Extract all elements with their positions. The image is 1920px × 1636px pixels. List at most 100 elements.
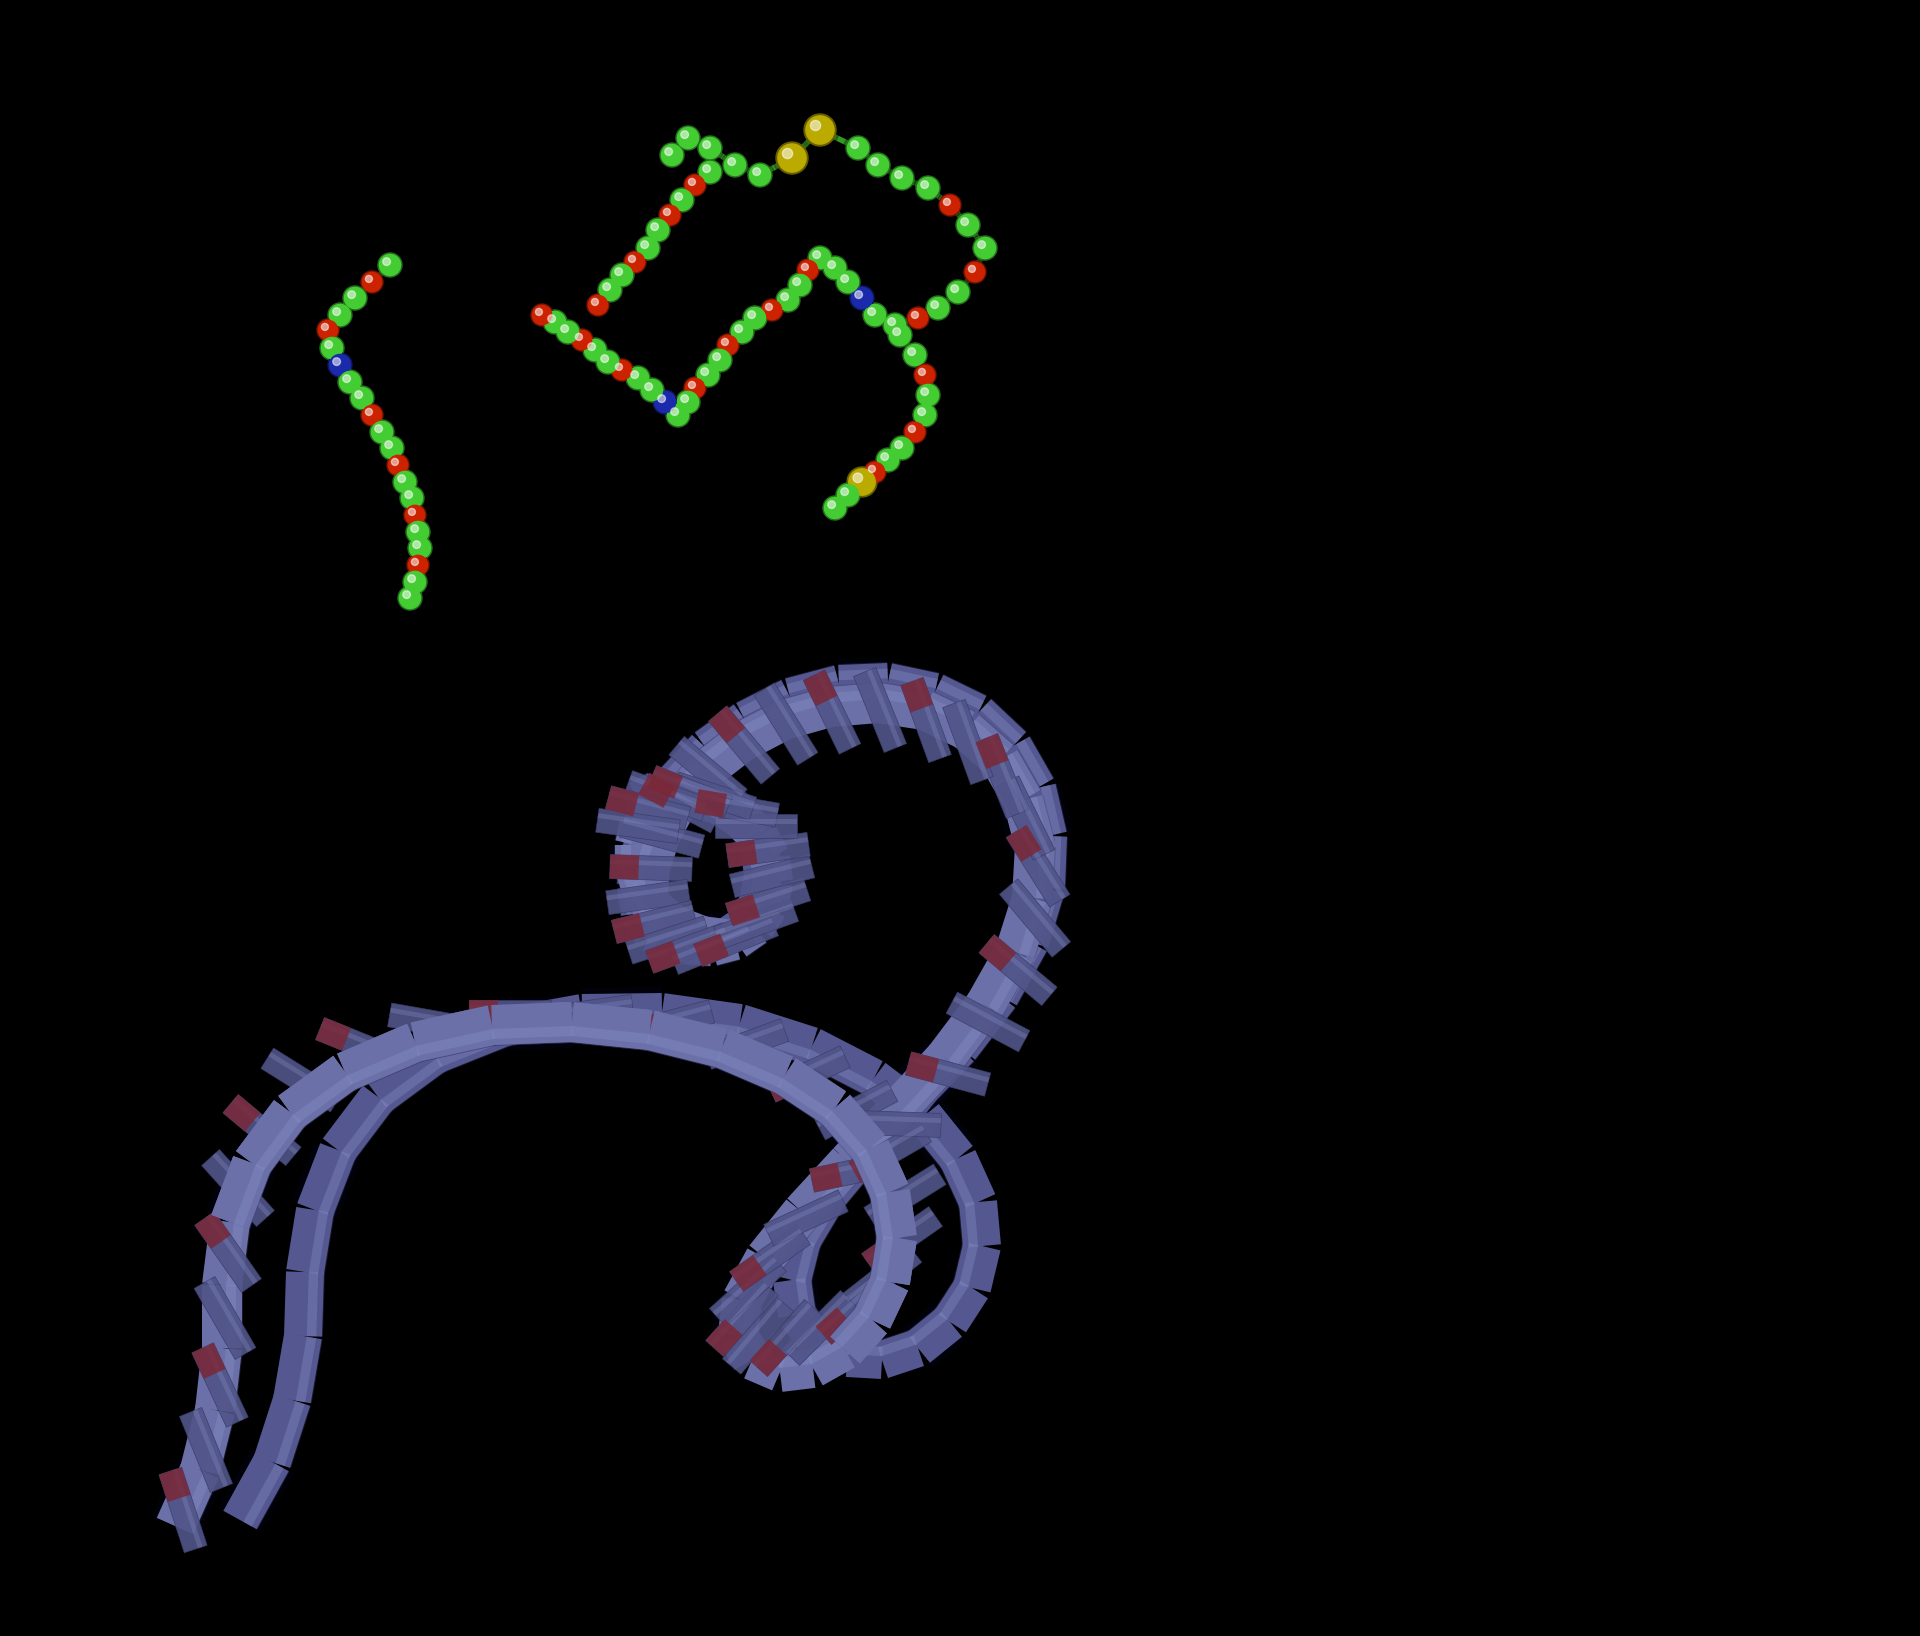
Circle shape [348,291,355,298]
Circle shape [728,157,735,165]
Polygon shape [653,771,732,805]
Polygon shape [851,1147,891,1201]
Polygon shape [647,1034,722,1062]
Polygon shape [756,875,783,906]
Polygon shape [196,1346,242,1412]
Polygon shape [223,1453,288,1530]
Polygon shape [1037,846,1048,898]
Circle shape [532,306,551,324]
Polygon shape [505,1016,584,1040]
Polygon shape [906,1052,939,1083]
Polygon shape [726,839,758,867]
Circle shape [795,257,822,283]
Circle shape [657,141,687,170]
Polygon shape [570,1003,653,1050]
Polygon shape [829,1306,874,1351]
Circle shape [885,321,914,350]
Polygon shape [624,795,655,825]
Polygon shape [814,1135,883,1207]
Polygon shape [180,1405,234,1474]
Polygon shape [879,689,925,707]
Circle shape [778,290,799,311]
Polygon shape [996,736,1054,797]
Polygon shape [870,1191,899,1242]
Circle shape [918,407,925,416]
Polygon shape [785,1186,845,1250]
Circle shape [943,198,950,206]
Circle shape [724,154,745,175]
Circle shape [960,218,968,226]
Circle shape [348,383,376,412]
Polygon shape [645,1027,722,1068]
Polygon shape [678,739,745,797]
Circle shape [916,383,941,407]
Polygon shape [866,1096,927,1162]
Polygon shape [194,1212,230,1248]
Circle shape [584,339,605,360]
Polygon shape [958,995,1016,1060]
Circle shape [962,258,989,285]
Circle shape [588,296,607,314]
Polygon shape [739,872,781,906]
Polygon shape [660,735,720,795]
Polygon shape [622,821,636,844]
Polygon shape [824,1111,868,1157]
Polygon shape [712,937,741,967]
Circle shape [319,321,338,340]
Polygon shape [609,790,689,816]
Circle shape [806,244,835,273]
Circle shape [843,134,872,162]
Polygon shape [614,846,655,869]
Polygon shape [979,934,1016,972]
Circle shape [413,542,420,548]
Polygon shape [877,1040,964,1127]
Polygon shape [772,883,787,910]
Circle shape [864,304,885,326]
Polygon shape [1006,825,1043,862]
Circle shape [359,268,386,294]
Polygon shape [701,941,732,954]
Polygon shape [653,766,680,792]
Polygon shape [795,1278,810,1314]
Polygon shape [636,897,651,923]
Polygon shape [641,775,670,816]
Circle shape [847,137,868,159]
Circle shape [593,347,622,376]
Polygon shape [876,1330,924,1378]
Polygon shape [202,1284,242,1348]
Circle shape [914,173,943,203]
Polygon shape [916,692,975,748]
Polygon shape [849,1121,931,1183]
Polygon shape [697,944,726,959]
Circle shape [778,144,806,172]
Polygon shape [998,941,1048,1006]
Polygon shape [720,792,747,815]
Circle shape [732,321,753,342]
Polygon shape [858,1116,941,1122]
Circle shape [328,353,351,376]
Polygon shape [492,996,572,1050]
Polygon shape [733,1005,818,1063]
Circle shape [837,484,858,506]
Polygon shape [741,1256,783,1310]
Polygon shape [298,1144,355,1217]
Circle shape [378,434,407,463]
Circle shape [397,474,405,483]
Circle shape [626,252,645,272]
Circle shape [828,501,835,509]
Circle shape [874,445,902,474]
Polygon shape [417,1029,495,1055]
Circle shape [645,383,653,391]
Polygon shape [221,1284,244,1348]
Polygon shape [707,1279,778,1356]
Circle shape [622,249,649,275]
Circle shape [588,294,609,316]
Polygon shape [872,1101,922,1157]
Polygon shape [910,1312,948,1345]
Circle shape [914,381,943,409]
Circle shape [939,195,962,216]
Polygon shape [1033,888,1058,946]
Circle shape [943,278,972,306]
Polygon shape [876,1328,918,1361]
Polygon shape [697,784,722,800]
